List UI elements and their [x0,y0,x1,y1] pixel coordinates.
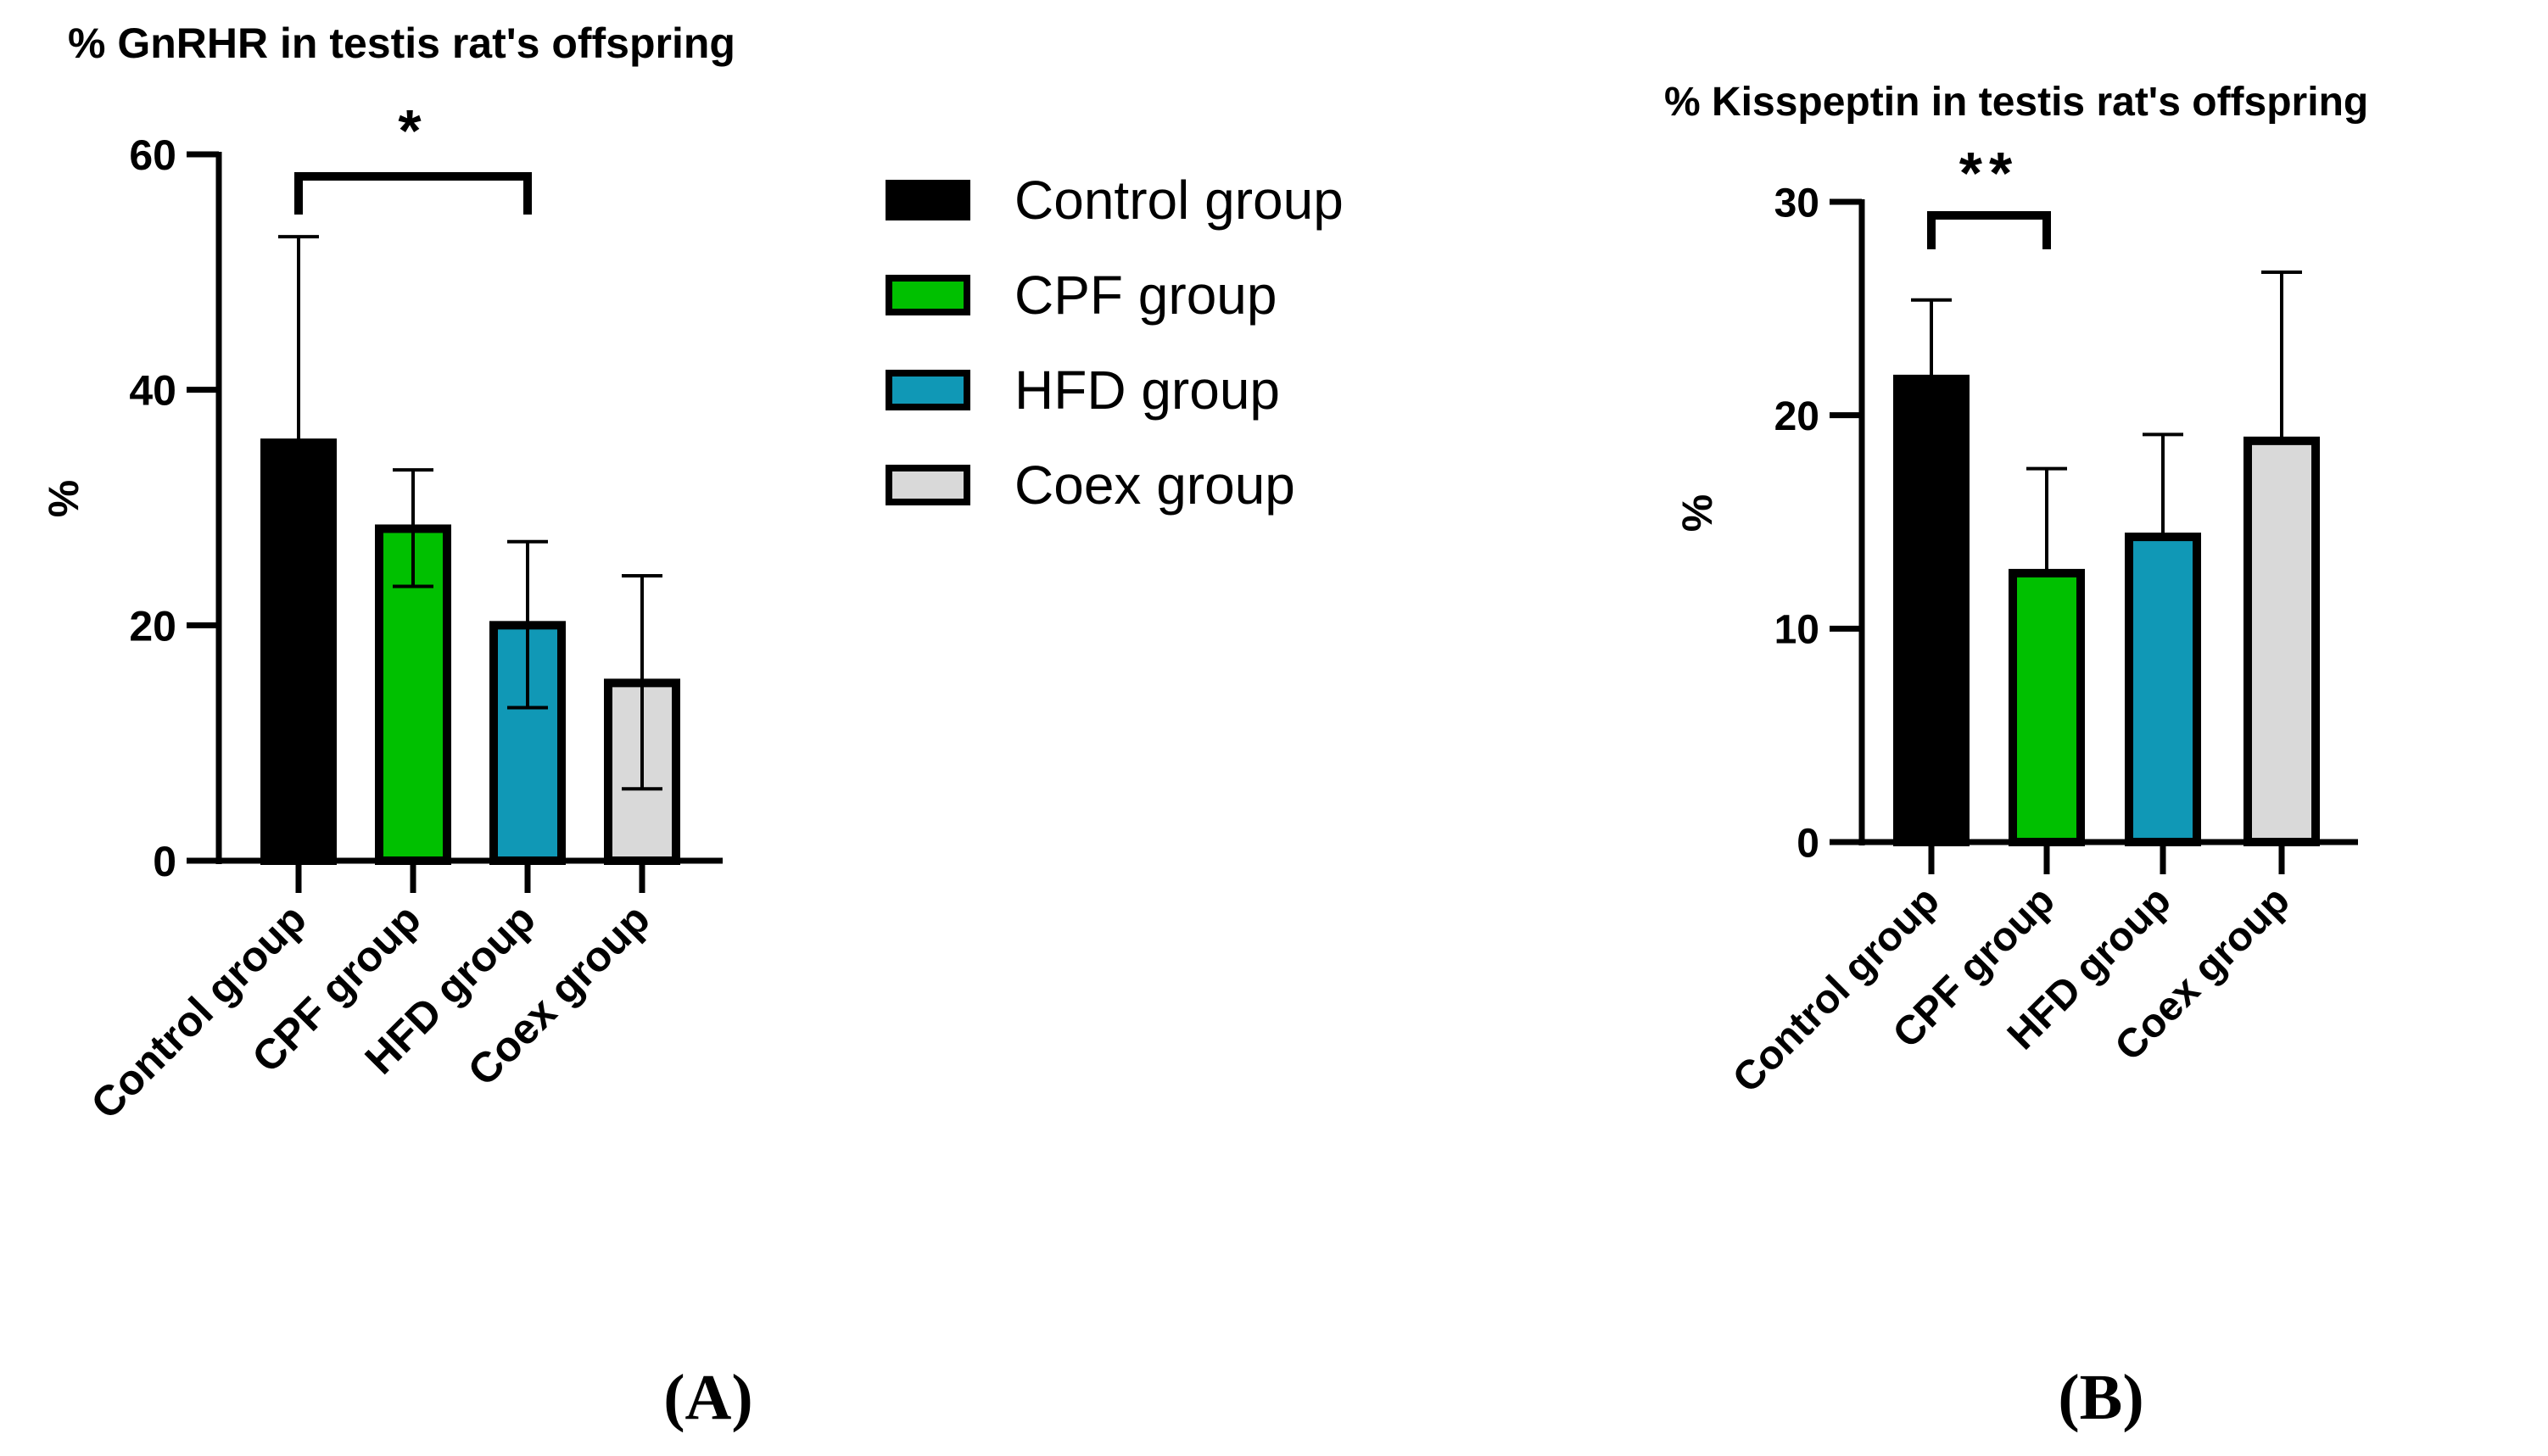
significance-bracket [1927,211,2051,249]
legend-swatch [886,370,970,410]
y-tick-label: 0 [153,838,176,885]
legend-swatch [886,465,970,505]
y-tick-label: 0 [1796,821,1819,866]
panel-label: (A) [663,1362,753,1433]
y-tick-label: 30 [1774,181,1819,226]
y-tick-label: 40 [129,367,176,415]
y-tick-label: 60 [129,131,176,179]
legend-label: Coex group [1014,455,1295,516]
bar [2009,568,2085,847]
significance-label: * [398,98,427,164]
chart-title: % GnRHR in testis rat's offspring [68,20,735,67]
bar [260,438,337,865]
y-tick-label: 10 [1774,608,1819,653]
bar [2125,533,2201,846]
y-axis-label: % [1674,494,1721,532]
significance-label: ** [1959,140,2019,206]
legend-swatch [886,180,970,220]
y-axis-label: % [40,480,87,517]
significance-bracket [294,172,532,215]
legend-label: CPF group [1014,265,1277,326]
legend: Control group CPF group HFD group Coex grou… [886,170,1344,516]
y-tick-label: 20 [129,602,176,650]
panel-label: (B) [2058,1362,2143,1433]
y-tick-label: 20 [1774,394,1819,439]
chart-title: % Kisspeptin in testis rat's offspring [1664,80,2368,125]
legend-label: HFD group [1014,360,1280,421]
legend-swatch [886,275,970,315]
bar [2243,436,2320,846]
bar [1893,374,1970,846]
legend-label: Control group [1014,170,1344,231]
